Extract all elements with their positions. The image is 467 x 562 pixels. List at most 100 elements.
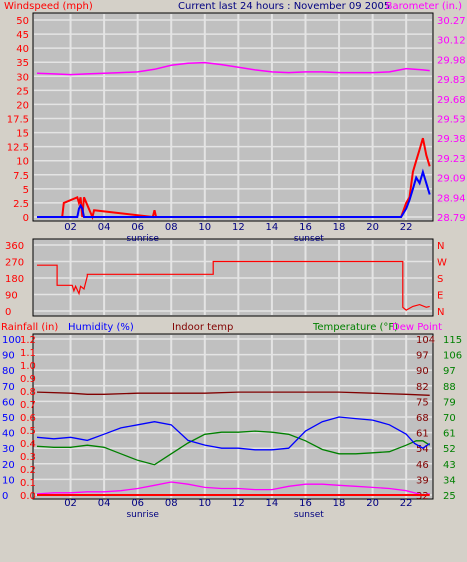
- y-tick-label: 2.5: [13, 199, 29, 210]
- y-tick-label-right: N: [437, 307, 444, 318]
- rainfall-tick-label: 0.1: [20, 478, 36, 489]
- y-tick-label: 0: [5, 307, 11, 318]
- series-line-temperature: [36, 430, 431, 466]
- dewpoint-tick-label: 70: [443, 413, 456, 424]
- dewpoint-tick-label: 97: [443, 366, 456, 377]
- dewpoint-tick-label: 34: [443, 475, 456, 486]
- y-tick-label-right: 29.68: [437, 95, 466, 106]
- y-tick-label: 45: [16, 30, 29, 41]
- series-line-humidity: [36, 416, 431, 451]
- humidity-tick-label: 70: [2, 382, 15, 393]
- temperature-tick-label: 32: [416, 491, 429, 502]
- x-tick-label: 04: [98, 498, 111, 509]
- temperature-tick-label: 68: [416, 413, 429, 424]
- x-tick-label: 12: [232, 222, 245, 233]
- x-tick-label: 06: [131, 222, 144, 233]
- sunrise-label: sunrise: [126, 234, 159, 244]
- y-tick-label: 0: [23, 213, 29, 224]
- y-tick-label: 10: [16, 157, 29, 168]
- series-line-dew-point: [36, 481, 430, 496]
- dewpoint-tick-label: 106: [443, 351, 462, 362]
- x-tick-label: 04: [98, 222, 111, 233]
- y-tick-label: 25: [16, 86, 29, 97]
- x-tick-label: 10: [198, 498, 211, 509]
- y-tick-label: 15: [16, 129, 29, 140]
- dewpoint-tick-label: 43: [443, 460, 456, 471]
- dewpoint-tick-label: 88: [443, 382, 456, 393]
- y-tick-label-right: W: [437, 258, 447, 269]
- x-tick-label: 18: [333, 498, 346, 509]
- y-tick-label-right: 28.94: [437, 193, 466, 204]
- rainfall-tick-label: 1.0: [20, 361, 36, 372]
- x-tick-label: 08: [165, 498, 178, 509]
- sunset-label: sunset: [294, 234, 324, 244]
- x-tick-label: 14: [266, 498, 279, 509]
- humidity-tick-label: 0: [2, 491, 8, 502]
- humidity-tick-label: 10: [2, 475, 15, 486]
- y-tick-label: 360: [5, 241, 24, 252]
- rainfall-tick-label: 0.3: [20, 452, 36, 463]
- temperature-tick-label: 46: [416, 460, 429, 471]
- rainfall-tick-label: 0.8: [20, 387, 36, 398]
- humidity-tick-label: 20: [2, 460, 15, 471]
- x-tick-label: 14: [266, 222, 279, 233]
- y-tick-label-right: 29.09: [437, 174, 466, 185]
- y-tick-label: 90: [5, 291, 18, 302]
- x-tick-label: 20: [366, 498, 379, 509]
- temperature-tick-label: 97: [416, 351, 429, 362]
- rainfall-tick-label: 0.5: [20, 426, 36, 437]
- rainfall-tick-label: 0.0: [20, 491, 36, 502]
- y-tick-label: 50: [16, 16, 29, 27]
- dewpoint-tick-label: 61: [443, 429, 456, 440]
- rainfall-tick-label: 1.1: [20, 348, 36, 359]
- y-tick-label: 270: [5, 258, 24, 269]
- dewpoint-tick-label: 52: [443, 444, 456, 455]
- dewpoint-tick-label: 25: [443, 491, 456, 502]
- rainfall-axis-title: Rainfall (in): [1, 322, 58, 333]
- humidity-tick-label: 50: [2, 413, 15, 424]
- chart-title: Current last 24 hours : November 09 2005: [178, 1, 390, 12]
- y-tick-label-right: 29.98: [437, 55, 466, 66]
- x-tick-label: 22: [400, 222, 413, 233]
- dewpoint-axis-title: Dew Point: [392, 322, 442, 333]
- y-tick-label: 20: [16, 100, 29, 111]
- series-line-barometer: [36, 61, 430, 76]
- y-tick-label-right: 28.79: [437, 213, 466, 224]
- y-tick-label-right: 29.23: [437, 154, 466, 165]
- y-tick-label: 35: [16, 58, 29, 69]
- y-tick-label-right: 29.38: [437, 134, 466, 145]
- temperature-tick-label: 82: [416, 382, 429, 393]
- y-tick-label: 40: [16, 44, 29, 55]
- y-tick-label: 180: [5, 274, 24, 285]
- y-tick-label: 5: [23, 185, 29, 196]
- humidity-tick-label: 90: [2, 351, 15, 362]
- dewpoint-tick-label: 115: [443, 335, 462, 346]
- series-line-wind-direction: [37, 260, 430, 311]
- sunrise-label: sunrise: [126, 510, 159, 520]
- y-tick-label: 17.5: [7, 115, 29, 126]
- y-tick-label: 7.5: [13, 171, 29, 182]
- x-tick-label: 06: [131, 498, 144, 509]
- rainfall-tick-label: 1.2: [20, 335, 36, 346]
- humidity-axis-title: Humidity (%): [68, 322, 134, 333]
- x-tick-label: 02: [64, 222, 77, 233]
- rainfall-tick-label: 0.4: [20, 439, 36, 450]
- x-tick-label: 18: [333, 222, 346, 233]
- temperature-tick-label: 75: [416, 397, 429, 408]
- x-tick-label: 16: [299, 222, 312, 233]
- humidity-tick-label: 80: [2, 366, 15, 377]
- x-tick-label: 10: [198, 222, 211, 233]
- y-tick-label-right: N: [437, 241, 444, 252]
- rainfall-tick-label: 0.7: [20, 400, 36, 411]
- series-line-indoor-temp: [36, 391, 430, 396]
- left-axis-title: Windspeed (mph): [4, 1, 93, 12]
- y-tick-label-right: 30.27: [437, 16, 466, 27]
- temperature-tick-label: 39: [416, 475, 429, 486]
- humidity-tick-label: 60: [2, 397, 15, 408]
- y-tick-label-right: 29.53: [437, 115, 466, 126]
- rainfall-tick-label: 0.6: [20, 413, 36, 424]
- y-tick-label-right: S: [437, 274, 443, 285]
- right-axis-title: Barometer (in.): [386, 1, 462, 12]
- temperature-tick-label: 104: [416, 335, 435, 346]
